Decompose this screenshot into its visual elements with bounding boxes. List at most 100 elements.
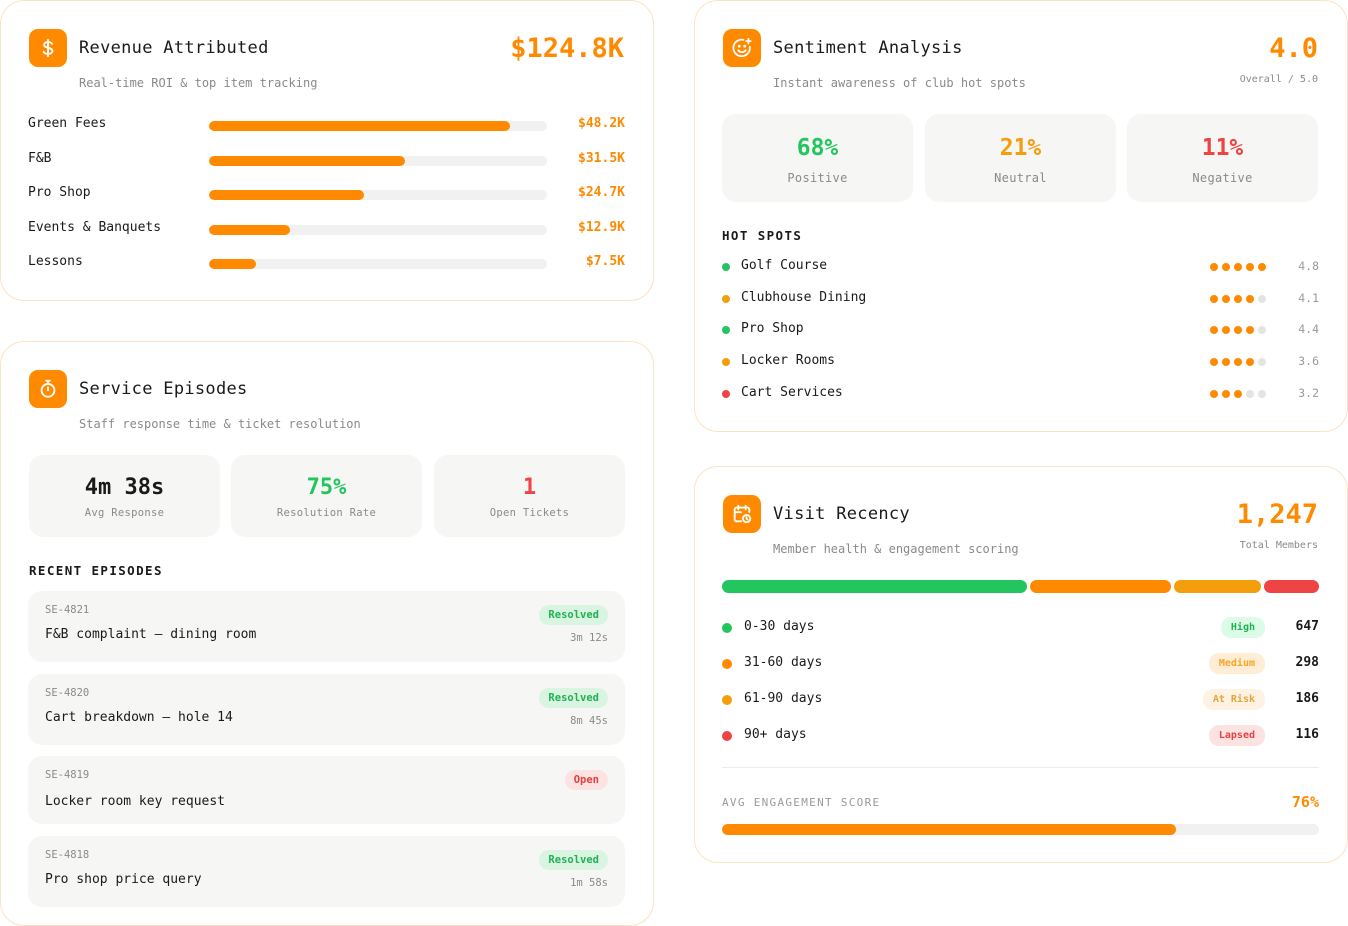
dollar-icon	[29, 29, 67, 67]
revenue-item-value: $48.2K	[578, 116, 625, 131]
revenue-row: Pro Shop $24.7K	[28, 184, 625, 204]
card-title: Revenue Attributed	[79, 38, 269, 58]
revenue-bar-track	[209, 224, 547, 235]
recency-segment	[722, 580, 1028, 593]
status-dot	[722, 389, 730, 398]
recency-segment	[1173, 580, 1262, 593]
revenue-card: Revenue Attributed Real-time ROI & top i…	[0, 0, 654, 301]
sentiment-negative: 11% Negative	[1127, 114, 1318, 202]
episode-card[interactable]: SE-4819 Locker room key request Open	[28, 756, 625, 824]
card-subtitle: Instant awareness of club hot spots	[773, 76, 1026, 90]
stat-label: Open Tickets	[489, 507, 570, 519]
revenue-item-value: $24.7K	[578, 185, 625, 200]
revenue-item-value: $7.5K	[585, 254, 625, 269]
hot-spot-row[interactable]: Clubhouse Dining 4.1	[722, 289, 1319, 309]
rating-dot	[1210, 326, 1218, 335]
hot-spot-name: Clubhouse Dining	[741, 289, 867, 305]
hot-spot-row[interactable]: Pro Shop 4.4	[722, 320, 1319, 340]
recency-row[interactable]: 0-30 days High 647	[722, 617, 1319, 639]
revenue-bar-track	[209, 155, 547, 166]
status-dot	[722, 294, 730, 303]
sentiment-value: 11%	[1201, 135, 1244, 161]
revenue-bar-fill	[209, 259, 257, 269]
rating-dots	[1210, 326, 1266, 335]
status-badge: Resolved	[539, 850, 608, 870]
recency-row[interactable]: 61-90 days At Risk 186	[722, 689, 1319, 711]
status-dot	[722, 731, 732, 741]
revenue-total: $124.8K	[510, 33, 624, 64]
status-dot	[722, 659, 732, 669]
episode-id: SE-4818	[45, 849, 90, 861]
card-title: Visit Recency	[773, 504, 910, 524]
episode-card[interactable]: SE-4818 Pro shop price query Resolved 1m…	[28, 836, 625, 907]
episode-title: F&B complaint — dining room	[45, 627, 257, 642]
episode-id: SE-4820	[45, 687, 90, 699]
hot-spot-row[interactable]: Locker Rooms 3.6	[722, 352, 1319, 372]
hot-spot-score: 3.6	[1298, 354, 1319, 369]
card-subtitle: Staff response time & ticket resolution	[79, 417, 361, 431]
revenue-bar-track	[209, 121, 547, 131]
stat-label: Avg Response	[84, 507, 165, 519]
rating-dot	[1258, 389, 1266, 398]
rating-dot	[1210, 263, 1218, 271]
revenue-item-value: $12.9K	[578, 219, 625, 235]
rating-dot	[1234, 294, 1242, 303]
revenue-bar-fill	[209, 155, 406, 166]
episode-card[interactable]: SE-4821 F&B complaint — dining room Reso…	[28, 591, 625, 662]
hot-spot-row[interactable]: Cart Services 3.2	[722, 384, 1319, 404]
hot-spot-name: Pro Shop	[741, 321, 804, 337]
recency-range: 90+ days	[744, 727, 807, 742]
sentiment-value: 21%	[999, 135, 1042, 161]
hot-spot-row[interactable]: Golf Course 4.8	[722, 257, 1319, 277]
episode-card[interactable]: SE-4820 Cart breakdown — hole 14 Resolve…	[28, 674, 625, 745]
revenue-bar-fill	[209, 121, 510, 131]
health-badge: At Risk	[1202, 689, 1265, 710]
recency-segment	[1264, 580, 1319, 593]
episode-title: Locker room key request	[45, 794, 226, 809]
rating-dots	[1210, 294, 1266, 303]
revenue-bar-fill	[209, 224, 291, 235]
recency-row[interactable]: 90+ days Lapsed 116	[722, 725, 1319, 747]
revenue-item-label: Pro Shop	[28, 185, 91, 200]
recent-episodes-heading: RECENT EPISODES	[29, 563, 163, 578]
status-dot	[722, 695, 732, 705]
rating-dot	[1246, 294, 1254, 303]
rating-dot	[1246, 326, 1254, 335]
revenue-item-label: Green Fees	[28, 116, 107, 131]
health-badge: Lapsed	[1208, 725, 1265, 746]
recency-range: 31-60 days	[744, 655, 823, 670]
rating-dot	[1234, 263, 1242, 271]
hot-spot-name: Cart Services	[741, 384, 843, 400]
status-dot	[722, 263, 730, 271]
rating-dot	[1222, 326, 1230, 335]
stat-label: Resolution Rate	[276, 507, 377, 519]
revenue-row: Events & Banquets $12.9K	[28, 219, 625, 239]
sentiment-label: Negative	[1192, 171, 1253, 185]
status-dot	[722, 358, 730, 367]
revenue-item-label: Events & Banquets	[28, 219, 162, 235]
hot-spot-score: 4.8	[1298, 259, 1319, 273]
card-subtitle: Member health & engagement scoring	[773, 542, 1019, 556]
overall-caption: Overall / 5.0	[1239, 74, 1318, 85]
stat-resolution-rate: 75% Resolution Rate	[231, 455, 422, 537]
stopwatch-icon	[29, 370, 67, 408]
status-dot	[722, 623, 732, 633]
engagement-progress-fill	[722, 824, 1176, 835]
recency-range: 0-30 days	[744, 619, 815, 634]
revenue-bar-track	[209, 259, 547, 269]
revenue-item-value: $31.5K	[578, 150, 625, 166]
health-badge: Medium	[1208, 653, 1265, 674]
health-badge: High	[1220, 617, 1265, 638]
recency-row[interactable]: 31-60 days Medium 298	[722, 653, 1319, 675]
revenue-item-label: Lessons	[28, 254, 83, 269]
episode-title: Pro shop price query	[45, 872, 202, 887]
episode-duration: 8m 45s	[570, 715, 608, 727]
hot-spot-name: Golf Course	[741, 258, 828, 273]
revenue-bar-fill	[209, 190, 365, 200]
rating-dot	[1258, 358, 1266, 367]
rating-dot	[1258, 326, 1266, 335]
rating-dot	[1246, 263, 1254, 271]
hot-spots-heading: HOT SPOTS	[722, 228, 803, 243]
divider	[722, 767, 1319, 768]
recency-distribution-bar	[722, 580, 1319, 593]
